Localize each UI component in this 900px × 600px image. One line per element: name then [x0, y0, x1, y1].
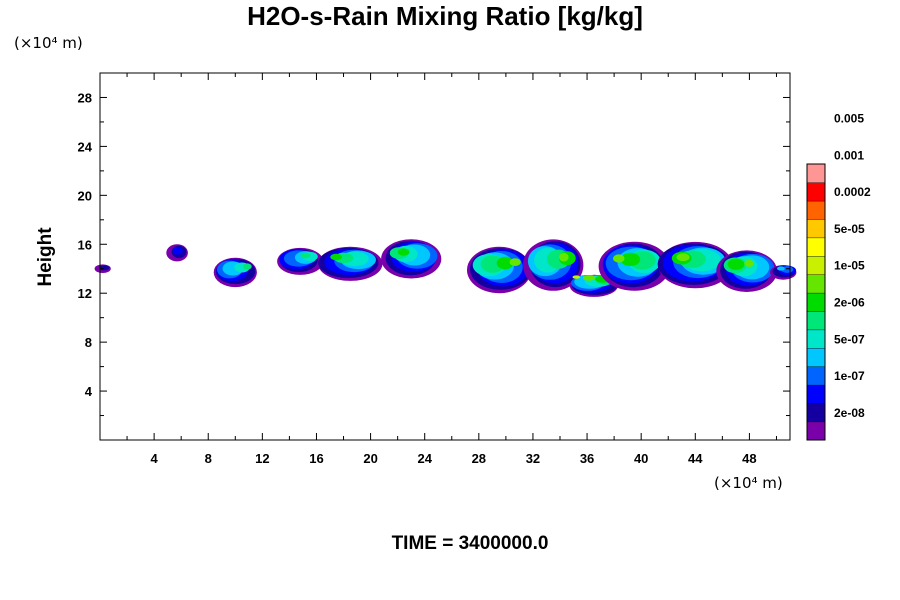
cloud-cell [381, 239, 442, 279]
x-tick-label: 8 [205, 451, 212, 466]
colorbar-swatch [806, 255, 826, 275]
colorbar-label: 0.0002 [834, 185, 871, 199]
cloud-cell [467, 246, 532, 294]
colorbar: 2e-08 1e-07 5e-07 2e-06 1e-05 5e-05 0.0002 0.00… [806, 112, 871, 441]
plot-frame [99, 72, 791, 441]
contour-level [727, 258, 745, 270]
colorbar-swatch [806, 403, 826, 423]
y-tick-label: 4 [85, 384, 93, 399]
x-tick-label: 32 [526, 451, 540, 466]
colorbar-label: 1e-05 [834, 259, 865, 273]
contour-level [172, 247, 183, 255]
contour-level [744, 259, 754, 267]
colorbar-frame [806, 163, 826, 441]
cloud-cell [716, 250, 778, 292]
colorbar-label: 2e-08 [834, 406, 865, 420]
x-tick-label: 36 [580, 451, 594, 466]
x-tick-label: 28 [472, 451, 486, 466]
contour-level [300, 252, 311, 259]
colorbar-label: 5e-07 [834, 332, 865, 346]
colorbar-label: 2e-06 [834, 296, 865, 310]
colorbar-swatch [806, 347, 826, 367]
x-tick-label: 44 [688, 451, 703, 466]
contour-level [582, 275, 596, 281]
colorbar-swatch [806, 274, 826, 294]
x-axis: 4 8 12 16 20 24 28 32 36 40 44 48 [126, 73, 777, 466]
colorbar-label: 0.005 [834, 112, 864, 126]
contour-level [330, 253, 342, 261]
y-axis: 4 8 12 16 20 24 28 [78, 90, 790, 417]
colorbar-label: 0.001 [834, 148, 864, 162]
x-tick-label: 12 [255, 451, 269, 466]
colorbar-swatch [806, 200, 826, 220]
contour-level [496, 256, 514, 270]
colorbar-swatch [806, 218, 826, 239]
cloud-cell [657, 241, 733, 289]
colorbar-swatch [806, 163, 826, 183]
contour-level [397, 248, 410, 256]
contour-level [99, 265, 110, 271]
cloud-cell [770, 265, 797, 280]
colorbar-swatch [806, 237, 826, 257]
chart-title: H2O-s-Rain Mixing Ratio [kg/kg] [247, 1, 643, 31]
x-tick-label: 20 [363, 451, 377, 466]
contour-level [242, 263, 252, 270]
x-tick-label: 4 [151, 451, 159, 466]
y-tick-label: 12 [78, 286, 92, 301]
cloud-cell [318, 246, 383, 281]
contour-level [676, 253, 690, 262]
y-tick-label: 16 [78, 237, 92, 252]
contour-level [509, 258, 521, 266]
colorbar-swatch [806, 421, 826, 441]
y-tick-label: 20 [78, 188, 92, 203]
y-tick-label: 28 [78, 90, 92, 105]
cloud-cell [166, 244, 188, 262]
cloud-cell [523, 239, 584, 291]
colorbar-label: 1e-07 [834, 369, 865, 383]
x-tick-label: 40 [634, 451, 648, 466]
colorbar-label: 5e-05 [834, 222, 865, 236]
colorbar-swatch [806, 384, 826, 404]
y-unit-label: (×10⁴ m) [14, 34, 83, 52]
time-label: TIME = 3400000.0 [392, 533, 549, 554]
x-tick-label: 16 [309, 451, 323, 466]
cloud-cell [598, 241, 671, 291]
contour-level [777, 266, 785, 271]
colorbar-swatch [806, 311, 826, 331]
cloud-cell [277, 247, 324, 275]
colorbar-swatch [806, 182, 826, 202]
colorbar-swatch [806, 292, 826, 312]
y-tick-label: 24 [78, 139, 93, 154]
contour-level [572, 275, 581, 279]
mixing-ratio-field [94, 239, 797, 297]
x-unit-label: (×10⁴ m) [714, 474, 783, 492]
colorbar-swatch [806, 366, 826, 386]
contour-level [613, 254, 625, 263]
y-axis-label: Height [35, 227, 56, 287]
contour-level [620, 252, 641, 266]
colorbar-swatch [806, 329, 826, 349]
contour-level [559, 252, 569, 262]
y-tick-label: 8 [85, 335, 92, 350]
x-tick-label: 24 [417, 451, 432, 466]
x-tick-label: 48 [742, 451, 756, 466]
cloud-cell [213, 257, 257, 288]
